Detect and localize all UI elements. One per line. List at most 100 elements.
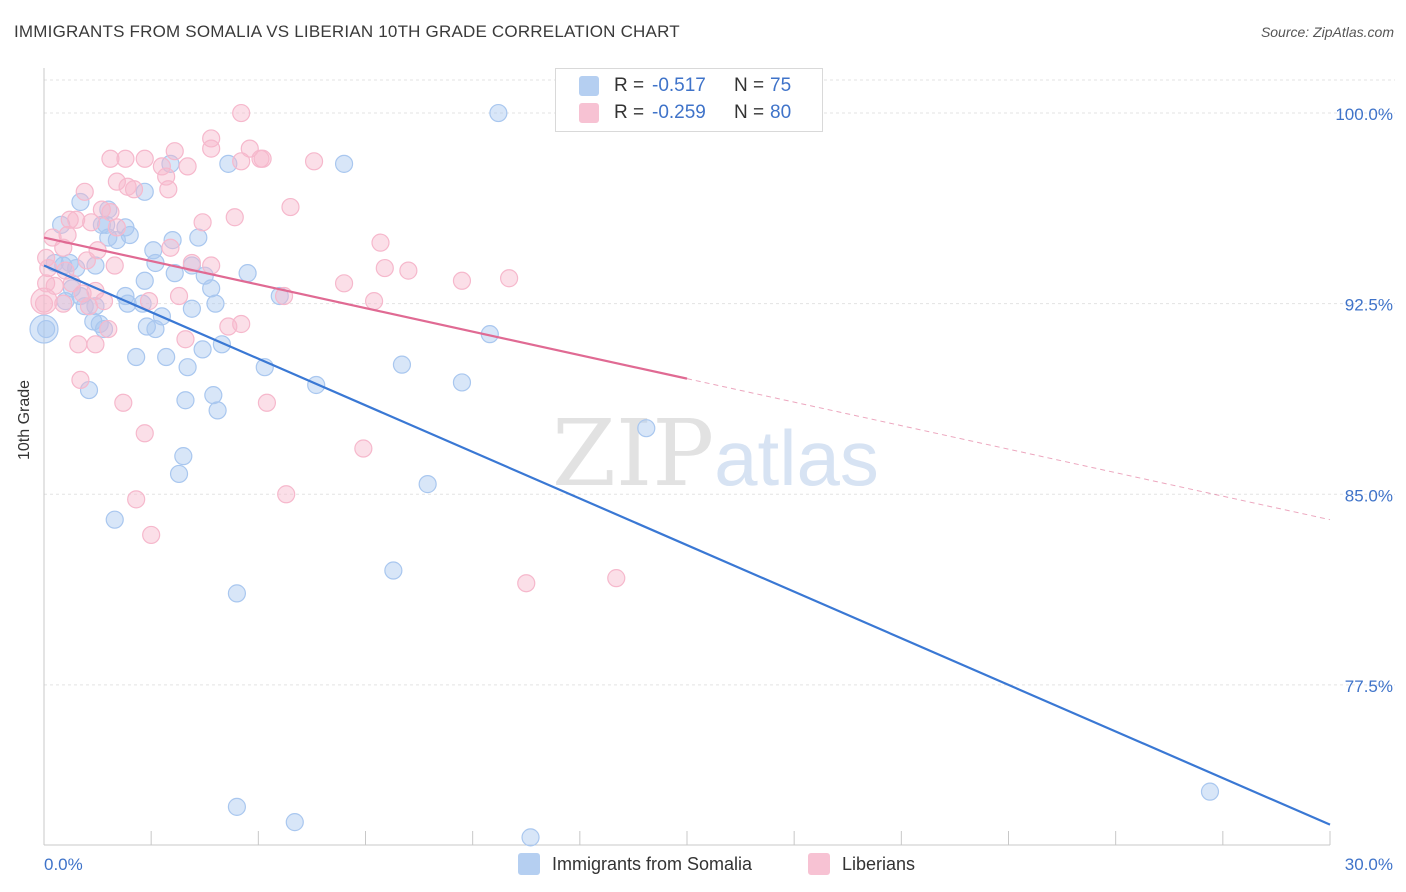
source-label: Source: ZipAtlas.com — [1260, 24, 1394, 40]
liberian-point — [232, 103, 251, 123]
legend-n-label: N = — [734, 102, 765, 123]
liberian-point — [101, 203, 120, 222]
liberian-point — [139, 292, 159, 311]
liberian-point — [159, 180, 178, 199]
somalia-point — [202, 279, 221, 298]
somalia-point — [127, 347, 146, 367]
liberian-point — [142, 525, 161, 545]
liberian-point — [399, 261, 418, 280]
liberian-point — [34, 294, 54, 313]
somalia-point — [178, 358, 197, 377]
y-tick-label: 100.0% — [1335, 105, 1393, 124]
liberian-point — [107, 172, 126, 191]
bottom-legend-label-liberians: Liberians — [842, 853, 916, 874]
somalia-point — [418, 475, 437, 494]
liberian-point — [127, 490, 146, 509]
somalia-point — [169, 464, 189, 484]
somalia-point — [521, 828, 540, 847]
somalia-point — [157, 347, 176, 367]
liberian-point — [135, 149, 154, 168]
somalia-point — [1200, 782, 1220, 801]
liberian-point — [371, 233, 390, 252]
somalia-point — [334, 154, 354, 173]
liberian-point — [165, 142, 184, 161]
somalia-point — [99, 200, 118, 219]
y-axis-label: 10th Grade — [16, 379, 33, 460]
somalia-point — [135, 271, 154, 290]
legend-r-label: R = — [614, 102, 645, 123]
liberian-point — [71, 370, 90, 390]
liberian-point — [277, 485, 296, 504]
somalia-point — [206, 294, 225, 313]
somalia-point — [227, 584, 246, 603]
liberian-point — [116, 149, 135, 168]
y-tick-label: 85.0% — [1345, 486, 1393, 505]
liberian-point — [161, 238, 180, 257]
legend-r-label: R = — [614, 75, 645, 96]
liberian-trendline — [43, 236, 688, 380]
chart-title: IMMIGRANTS FROM SOMALIA VS LIBERIAN 10TH… — [14, 22, 680, 41]
somalia-point — [86, 256, 105, 275]
liberian-point — [77, 251, 96, 270]
liberian-point — [334, 274, 354, 293]
somalia-point — [392, 355, 412, 374]
liberian-point — [354, 439, 373, 458]
somalia-point — [37, 319, 56, 339]
liberian-point — [69, 335, 88, 354]
somalia-point — [204, 386, 223, 405]
liberian-point — [364, 292, 384, 311]
legend-n-value: 75 — [770, 75, 792, 96]
liberian-point — [375, 258, 394, 278]
bottom-legend-somalia: Immigrants from Somalia — [518, 852, 752, 876]
legend-r-value: -0.517 — [652, 75, 706, 96]
liberian-point — [86, 335, 105, 354]
somalia-point — [193, 340, 212, 359]
somalia-point — [384, 561, 403, 580]
liberian-point — [607, 569, 626, 588]
liberian-point — [124, 180, 144, 199]
liberian-point — [114, 393, 133, 412]
liberian-point — [253, 149, 272, 168]
somalia-trendline — [43, 264, 1331, 826]
somalia-point — [227, 797, 246, 816]
liberian-point — [202, 139, 221, 158]
liberian-point — [54, 294, 73, 313]
somalia-point — [182, 299, 201, 318]
liberian-point — [225, 208, 244, 227]
liberian-point — [202, 256, 221, 275]
somalia-point — [270, 286, 289, 306]
legend-swatch-somalia — [579, 76, 599, 96]
bottom-legend-swatch-somalia — [518, 853, 540, 875]
x-tick-label: 0.0% — [44, 855, 83, 874]
liberian-trendline-extension — [686, 378, 1331, 521]
liberian-point — [178, 157, 197, 176]
liberian-point — [257, 393, 277, 412]
bottom-legend-liberians: Liberians — [808, 852, 915, 876]
liberian-point — [517, 574, 536, 593]
liberian-point — [176, 330, 195, 349]
bottom-legend-label-somalia: Immigrants from Somalia — [552, 853, 753, 874]
liberian-point — [135, 424, 154, 443]
liberian-point — [452, 271, 472, 290]
liberian-point — [281, 197, 300, 217]
liberian-point — [99, 319, 118, 339]
somalia-point — [489, 103, 508, 123]
somalia-point — [238, 264, 257, 283]
liberian-point — [232, 152, 251, 171]
y-tick-label: 77.5% — [1345, 677, 1393, 696]
somalia-point — [208, 401, 227, 420]
somalia-point — [174, 447, 193, 466]
liberian-point — [67, 210, 86, 229]
correlation-legend: R = -0.517 N = 75 R = -0.259 N = 80 — [555, 68, 823, 132]
x-tick-label: 30.0% — [1345, 855, 1393, 874]
somalia-point — [285, 813, 304, 832]
somalia-point — [86, 297, 105, 316]
liberian-point — [101, 149, 120, 168]
somalia-point — [637, 419, 656, 438]
liberian-point — [202, 129, 221, 148]
somalia-point — [135, 182, 154, 201]
somalia-point — [163, 231, 182, 250]
somalia-point — [452, 373, 472, 392]
watermark: ZIPatlas — [552, 400, 879, 507]
